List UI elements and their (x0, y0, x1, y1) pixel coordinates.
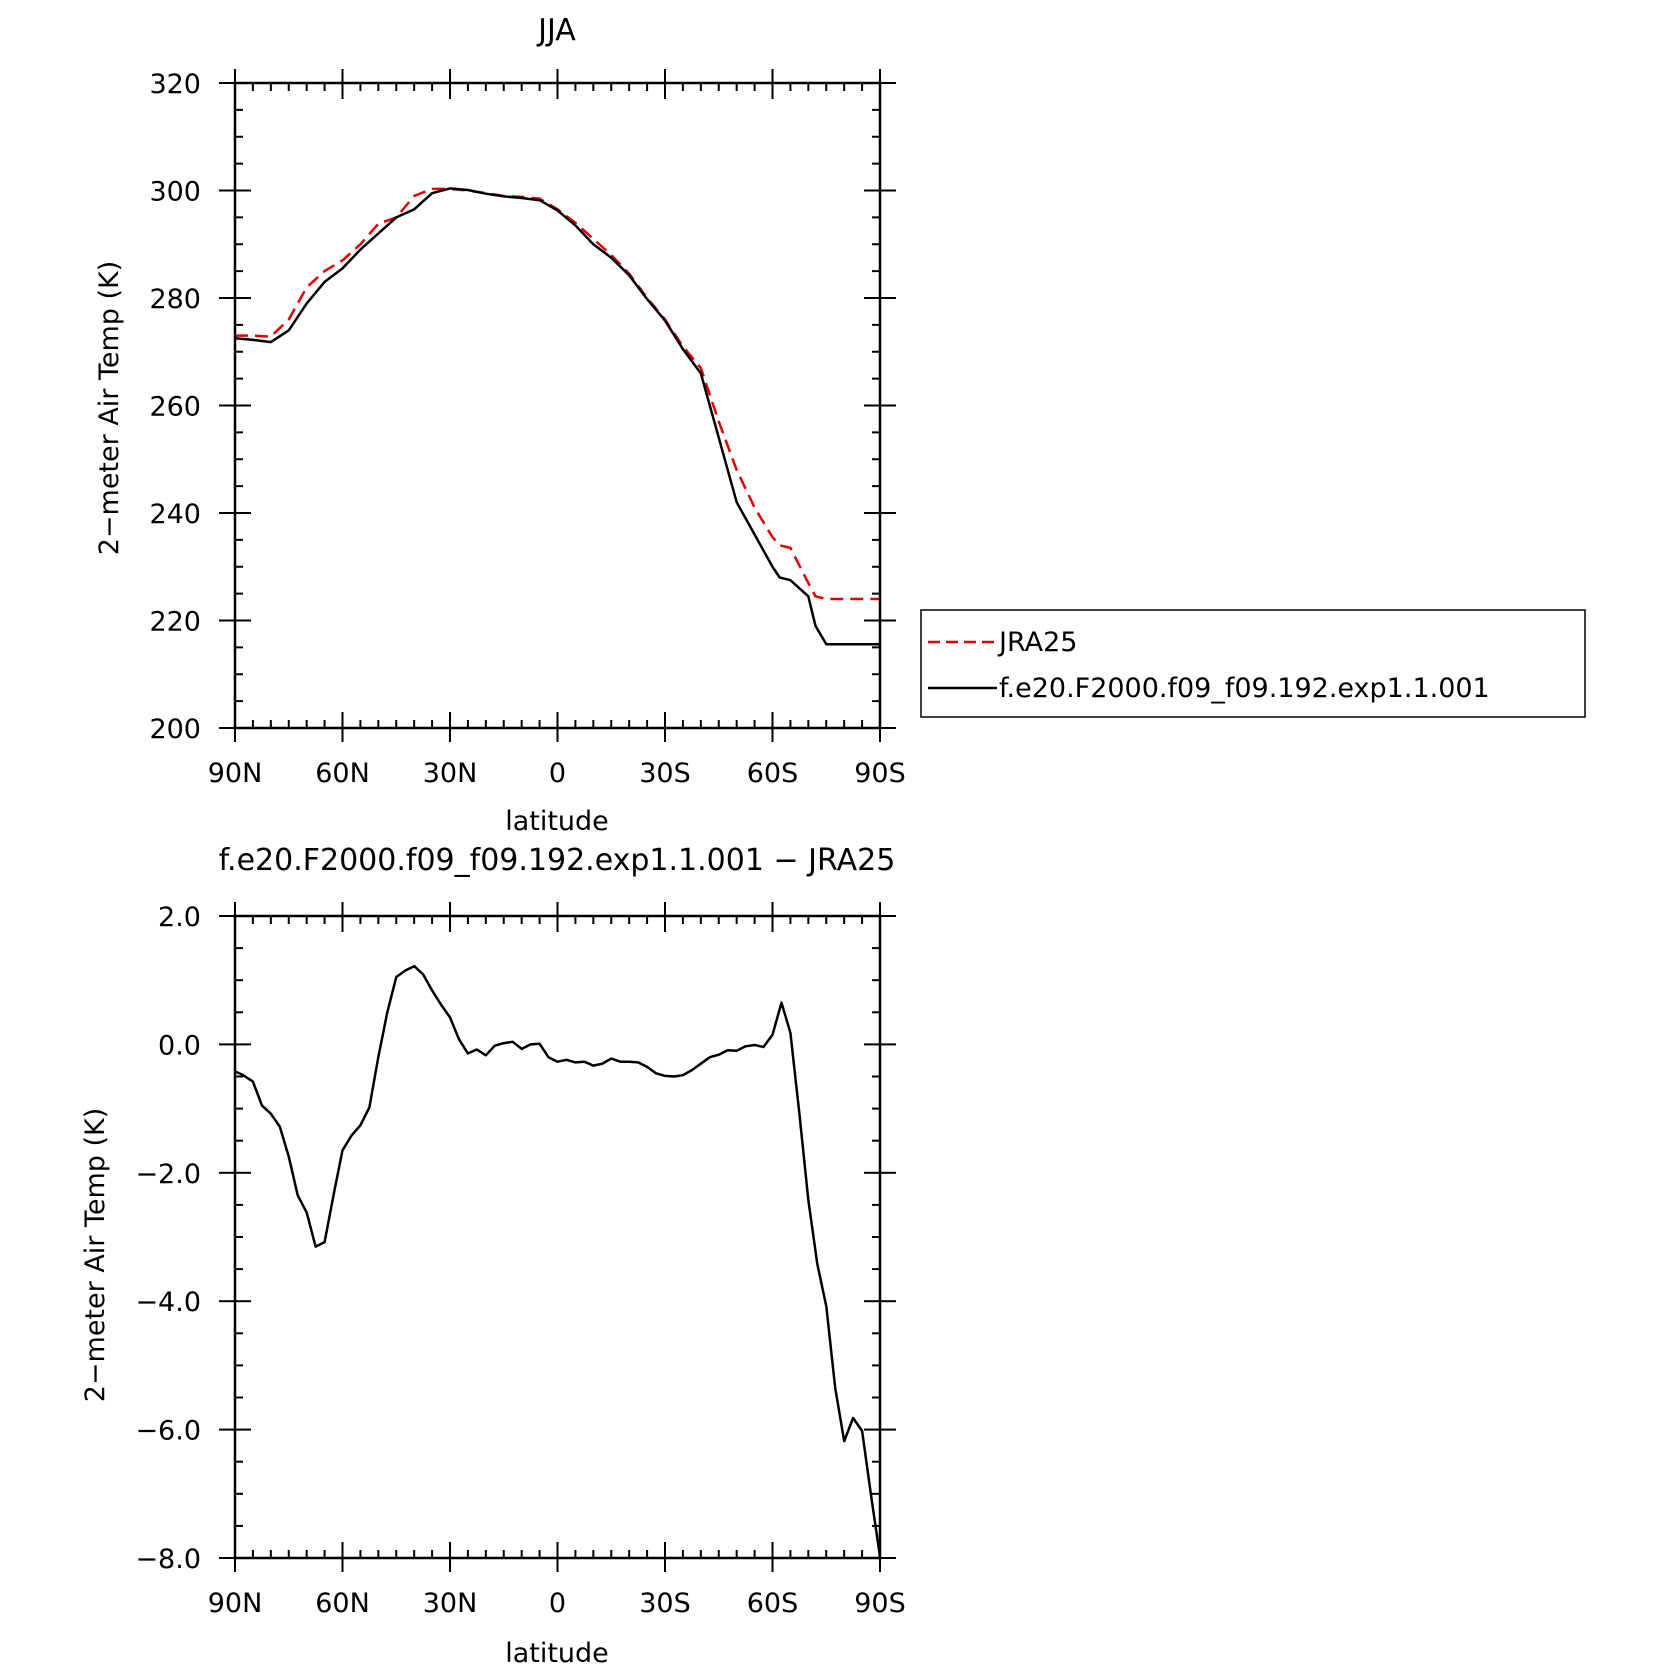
top-y-tick-label: 200 (149, 714, 201, 745)
bottom-y-tick-label: −4.0 (135, 1287, 201, 1318)
top-y-tick-label: 240 (149, 499, 201, 530)
top-series-line-1 (234, 187, 880, 646)
bottom-y-tick-label: −2.0 (135, 1159, 201, 1190)
bottom-x-tick-label: 90N (208, 1588, 263, 1619)
bottom-x-tick-label: 60S (747, 1588, 799, 1619)
top-chart-title: JJA (536, 13, 576, 48)
top-plot-marks (234, 187, 880, 646)
legend-box (920, 609, 1586, 718)
top-y-axis-label: 2−meter Air Temp (K) (94, 261, 125, 556)
legend: JRA25 f.e20.F2000.f09_f09.192.exp1.1.001 (920, 609, 1586, 718)
legend-label-jra25: JRA25 (997, 627, 1077, 658)
bottom-y-tick-label: −8.0 (135, 1544, 201, 1575)
bottom-x-tick-label: 30N (423, 1588, 478, 1619)
bottom-x-axis-label: latitude (505, 1638, 609, 1669)
top-axes: 90N 60N 30N 0 30S 60S 90S 200 220 240 260 280 300 320 (149, 69, 906, 789)
top-x-tick-label: 60S (747, 758, 799, 789)
bottom-panel: f.e20.F2000.f09_f09.192.exp1.1.001 − JRA… (80, 843, 906, 1669)
top-x-tick-label: 90N (208, 758, 263, 789)
bottom-axes: 90N 60N 30N 0 30S 60S 90S −8.0 −6.0 −4.0 −2.0 0.0 2.… (135, 902, 906, 1619)
top-x-tick-label: 0 (549, 758, 566, 789)
bottom-x-tick-label: 60N (315, 1588, 370, 1619)
bottom-x-tick-label: 90S (854, 1588, 906, 1619)
top-y-tick-label: 260 (149, 392, 201, 423)
bottom-y-tick-label: 0.0 (158, 1030, 201, 1061)
bottom-y-tick-label: −6.0 (135, 1416, 201, 1447)
top-x-tick-label: 90S (854, 758, 906, 789)
top-y-tick-label: 280 (149, 284, 201, 315)
top-y-tick-label: 300 (149, 177, 201, 208)
bottom-chart-title: f.e20.F2000.f09_f09.192.exp1.1.001 − JRA… (219, 843, 896, 878)
top-series-line-0 (235, 187, 880, 601)
legend-label-model: f.e20.F2000.f09_f09.192.exp1.1.001 (999, 673, 1490, 704)
bottom-x-tick-label: 0 (549, 1588, 566, 1619)
top-panel: JJA 90N 60N 30N 0 30S 60S 90S 200 220 240 260 280 30… (94, 13, 906, 837)
top-y-tick-label: 320 (149, 69, 201, 100)
top-y-tick-label: 220 (149, 607, 201, 638)
bottom-plot-marks (234, 964, 882, 1557)
bottom-y-axis-label: 2−meter Air Temp (K) (80, 1108, 111, 1403)
top-plot-frame (233, 81, 882, 730)
bottom-y-tick-label: 2.0 (158, 902, 201, 933)
top-x-tick-label: 30S (639, 758, 691, 789)
top-x-axis-label: latitude (505, 806, 609, 837)
top-x-tick-label: 60N (315, 758, 370, 789)
bottom-x-tick-label: 30S (639, 1588, 691, 1619)
bottom-series-line-0 (234, 964, 882, 1557)
top-x-tick-label: 30N (423, 758, 478, 789)
